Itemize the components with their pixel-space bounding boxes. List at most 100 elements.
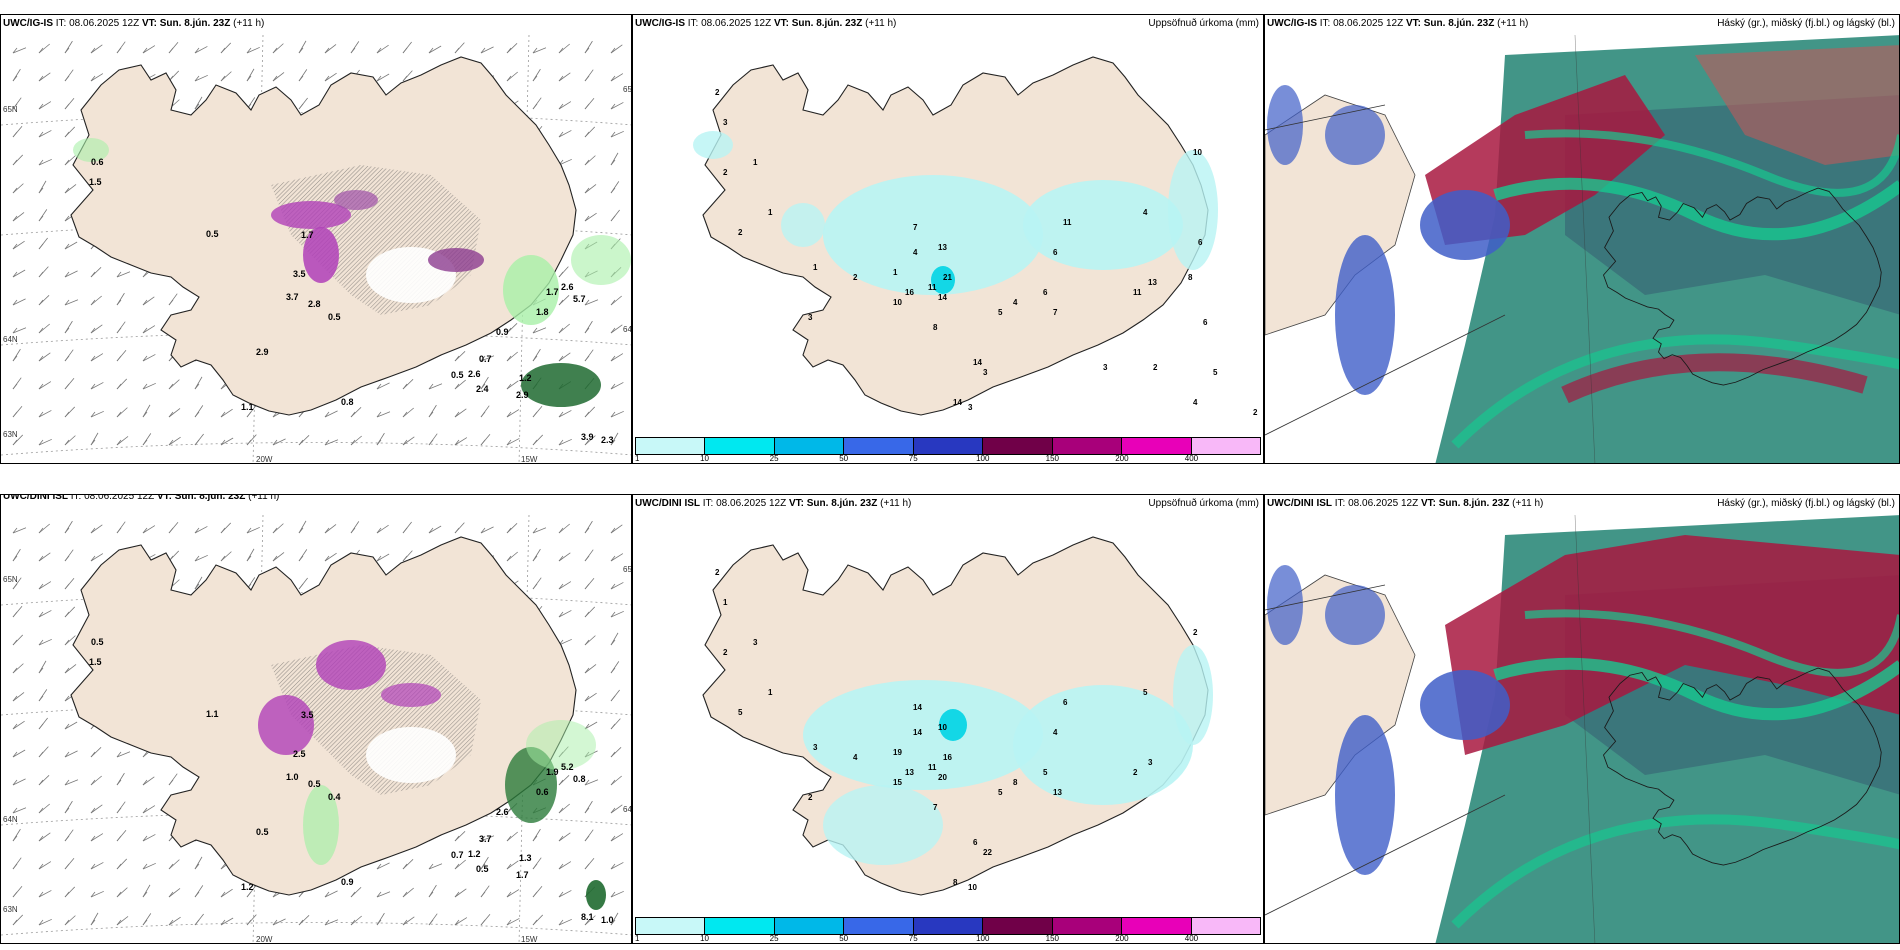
panel-top-wind-precip: UWC/IG-IS IT: 08.06.2025 12Z VT: Sun. 8.… [0,14,632,464]
precip-value: 1 [768,688,773,697]
precip-value: 1 [813,263,818,272]
precip-value: 1.2 [519,373,532,383]
precip-value: 4 [1053,728,1058,737]
precip-value: 4 [1013,298,1018,307]
legend-swatch [913,918,984,934]
legend-swatch [844,438,914,454]
precip-value: 19 [893,748,902,757]
legend-tick: 400 [1184,454,1199,463]
precip-value: 0.5 [206,229,219,239]
precip-value: 5.2 [561,762,574,772]
precip-value: 14 [973,358,982,367]
precip-value: 13 [1053,788,1062,797]
panel-title: UWC/DINI ISL IT: 08.06.2025 12Z VT: Sun.… [635,498,912,509]
precip-value: 3 [968,403,973,412]
precip-value: 10 [893,298,902,307]
precip-value: 0.8 [341,397,354,407]
panel-bottom-wind-precip: UWC/DINI ISL IT: 08.06.2025 12Z VT: Sun.… [0,494,632,944]
precip-value: 11 [1063,218,1072,227]
shaded-area [428,248,484,272]
shaded-area [526,720,596,770]
lon-label: 15W [521,935,538,944]
precip-value: 8.1 [581,912,594,922]
shaded-area [303,785,339,865]
precip-value: 1.7 [516,870,529,880]
legend-tick: 400 [1184,934,1199,943]
mid-cloud-area [1420,670,1510,740]
legend-tick: 50 [839,934,849,943]
precip-value: 3 [983,368,988,377]
mid-cloud-area [1267,85,1303,165]
mid-cloud-area [1267,565,1303,645]
shaded-area [1013,685,1193,805]
shaded-area [316,640,386,690]
precip-value: 2 [1153,363,1158,372]
precip-value: 14 [913,703,922,712]
shaded-area [381,683,441,707]
precip-value: 1.1 [241,402,254,412]
precip-value: 3.5 [301,710,314,720]
precip-value: 2 [1253,408,1258,417]
legend-swatch [774,438,845,454]
precip-value: 1.7 [301,230,314,240]
shaded-area [1173,645,1213,745]
precip-value: 1.0 [286,772,299,782]
panel-title: UWC/DINI ISL IT: 08.06.2025 12Z VT: Sun.… [1267,498,1544,509]
shaded-area [503,255,559,325]
legend-swatch [983,438,1053,454]
precip-value: 8 [1013,778,1018,787]
legend-tick: 200 [1115,454,1129,463]
precip-value: 1.9 [546,767,559,777]
legend-tick: 100 [976,934,990,943]
precip-value: 2.6 [468,369,481,379]
precip-value: 0.8 [573,774,586,784]
shaded-area [823,175,1043,295]
mid-cloud-area [1325,105,1385,165]
shaded-area [586,880,606,910]
precip-value: 0.5 [476,864,489,874]
precip-value: 11 [1133,288,1142,297]
shaded-area [571,235,631,285]
legend-tick: 150 [1045,454,1060,463]
precip-value: 3 [1148,758,1153,767]
precip-value: 14 [938,293,947,302]
shaded-area [73,138,109,162]
lon-label: 20W [256,935,273,944]
precip-value: 3.5 [293,269,306,279]
precip-value: 2 [1133,768,1138,777]
precip-value: 0.5 [308,779,321,789]
precip-value: 1.5 [89,657,102,667]
shaded-area [303,227,339,283]
legend-swatch [705,438,775,454]
panel-title: UWC/DINI ISL IT: 08.06.2025 12Z VT: Sun.… [3,494,280,502]
wind-precip-map: 0.5 1.5 1.1 3.5 2.5 1.0 0.5 0.4 0.5 1.2 0.9 0.7 3.7 1… [1,514,631,943]
precip-value: 16 [943,753,952,762]
precip-value: 4 [1143,208,1148,217]
precip-value: 7 [933,803,938,812]
lat-label: 65N [3,105,18,114]
precip-value: 1.2 [241,882,254,892]
lat-label: 63N [3,905,18,914]
precip-value: 4 [853,753,858,762]
precip-value: 0.7 [451,850,464,860]
cloud-map [1265,15,1899,463]
precip-value: 2 [723,168,728,177]
shaded-area [521,363,601,407]
field-title: Háský (gr.), miðský (fj.bl.) og lágský (… [1717,18,1895,29]
precip-value: 14 [913,728,922,737]
precip-value: 3 [1103,363,1108,372]
legend-swatch [1122,918,1192,934]
precip-value: 6 [973,838,978,847]
wind-precip-map: 0.6 1.5 0.5 1.7 3.5 3.7 2.8 0.5 2.9 1.1 0.8 0.5 0.7 2… [1,34,631,463]
precip-value: 5 [738,708,743,717]
precip-value: 1.2 [468,849,481,859]
precip-value: 5 [1213,368,1218,377]
legend-tick: 75 [908,454,918,463]
cloud-map [1265,495,1899,943]
precip-value: 0.5 [91,637,104,647]
precip-value: 2.6 [496,807,509,817]
precip-value: 14 [953,398,962,407]
precip-value: 6 [1198,238,1203,247]
precip-value: 8 [1188,273,1193,282]
precip-value: 13 [905,768,914,777]
